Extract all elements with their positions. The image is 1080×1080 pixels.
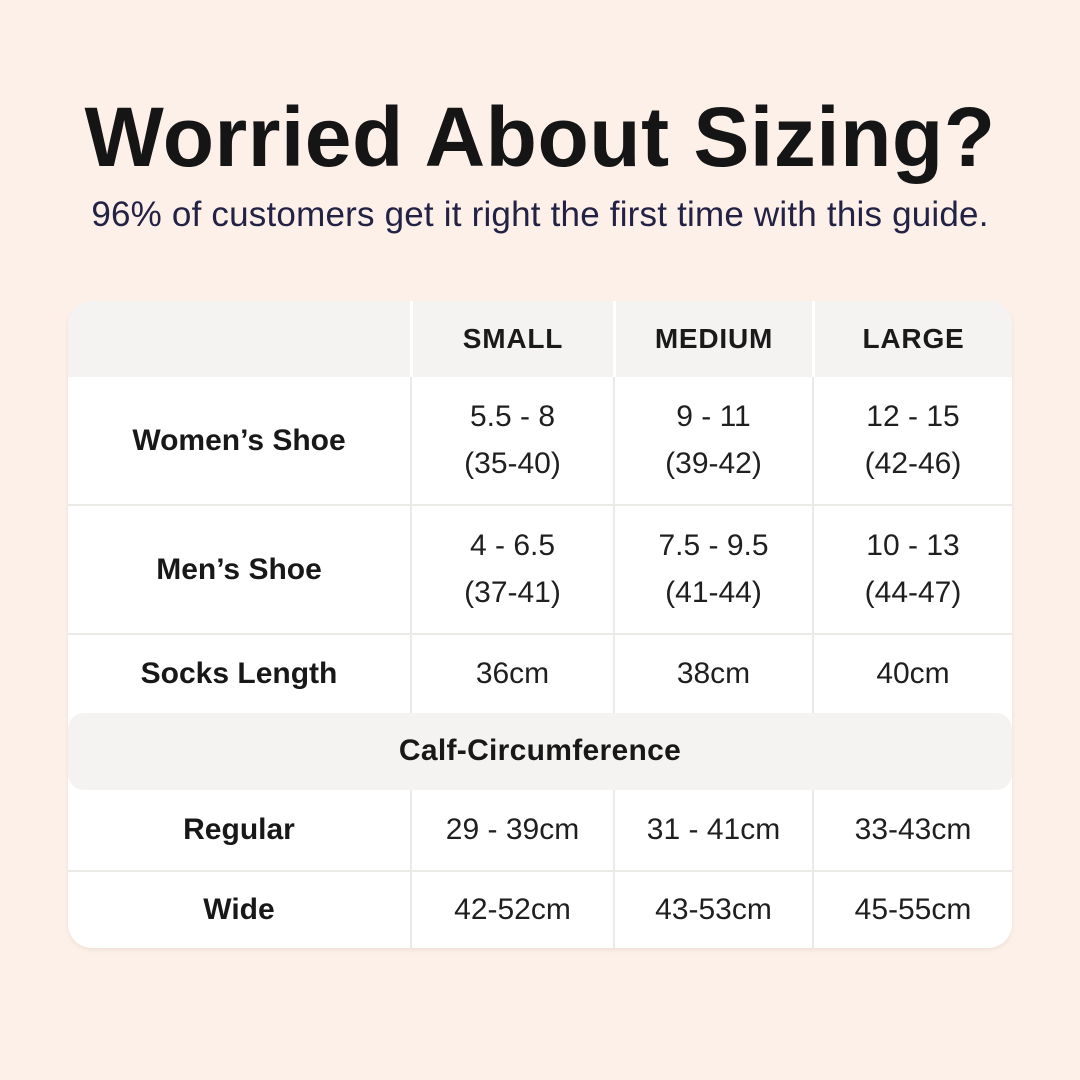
table-header-row: SMALL MEDIUM LARGE	[68, 300, 1012, 377]
cell-womens-small: 5.5 - 8 (35-40)	[410, 376, 613, 504]
cell-regular-large: 33-43cm	[812, 789, 1012, 870]
cell-wide-small: 42-52cm	[410, 871, 613, 948]
cell-line: (39-42)	[665, 447, 762, 481]
cell-line: 7.5 - 9.5	[658, 529, 769, 563]
cell-line: 12 - 15	[866, 400, 960, 434]
table-row-mens-shoe: Men’s Shoe 4 - 6.5 (37-41) 7.5 - 9.5 (41…	[68, 503, 1012, 633]
row-label-wide: Wide	[203, 893, 275, 927]
column-header-small: SMALL	[410, 300, 613, 377]
cell-wide-large: 45-55cm	[812, 871, 1012, 948]
cell-mens-large: 10 - 13 (44-47)	[812, 505, 1012, 633]
table-row-socks-length: Socks Length 36cm 38cm 40cm	[68, 632, 1012, 713]
page-subtitle: 96% of customers get it right the first …	[91, 194, 989, 234]
table-row-womens-shoe: Women’s Shoe 5.5 - 8 (35-40) 9 - 11 (39-…	[68, 376, 1012, 504]
hero-section: Worried About Sizing? 96% of customers g…	[0, 0, 1080, 235]
row-label-womens-shoe: Women’s Shoe	[132, 423, 346, 457]
cell-line: (41-44)	[665, 576, 762, 610]
cell-line: (35-40)	[464, 447, 561, 481]
row-label-regular: Regular	[183, 813, 295, 847]
cell-socks-medium: 38cm	[613, 634, 812, 713]
cell-line: 9 - 11	[676, 400, 751, 434]
cell-line: (44-47)	[864, 576, 962, 610]
cell-line: (37-41)	[464, 576, 561, 610]
column-header-large: LARGE	[812, 300, 1012, 377]
cell-mens-small: 4 - 6.5 (37-41)	[410, 505, 613, 633]
cell-line: 10 - 13	[866, 529, 960, 563]
calf-circumference-section-header: Calf-Circumference	[68, 712, 1012, 790]
size-chart-table: SMALL MEDIUM LARGE Women’s Shoe 5.5 - 8 …	[68, 300, 1012, 948]
cell-wide-medium: 43-53cm	[613, 871, 812, 948]
cell-line: 5.5 - 8	[469, 400, 556, 434]
page-title: Worried About Sizing?	[84, 90, 996, 184]
cell-regular-medium: 31 - 41cm	[613, 789, 812, 870]
cell-line: 4 - 6.5	[469, 529, 556, 563]
table-row-regular: Regular 29 - 39cm 31 - 41cm 33-43cm	[68, 789, 1012, 870]
row-label-mens-shoe: Men’s Shoe	[156, 552, 322, 586]
cell-line: (42-46)	[864, 447, 962, 481]
cell-womens-medium: 9 - 11 (39-42)	[613, 376, 812, 504]
cell-womens-large: 12 - 15 (42-46)	[812, 376, 1012, 504]
cell-socks-large: 40cm	[812, 634, 1012, 713]
row-label-socks-length: Socks Length	[140, 657, 338, 691]
cell-regular-small: 29 - 39cm	[410, 789, 613, 870]
cell-socks-small: 36cm	[410, 634, 613, 713]
cell-mens-medium: 7.5 - 9.5 (41-44)	[613, 505, 812, 633]
table-row-wide: Wide 42-52cm 43-53cm 45-55cm	[68, 869, 1012, 948]
column-header-medium: MEDIUM	[613, 300, 812, 377]
column-header-blank	[68, 300, 410, 377]
